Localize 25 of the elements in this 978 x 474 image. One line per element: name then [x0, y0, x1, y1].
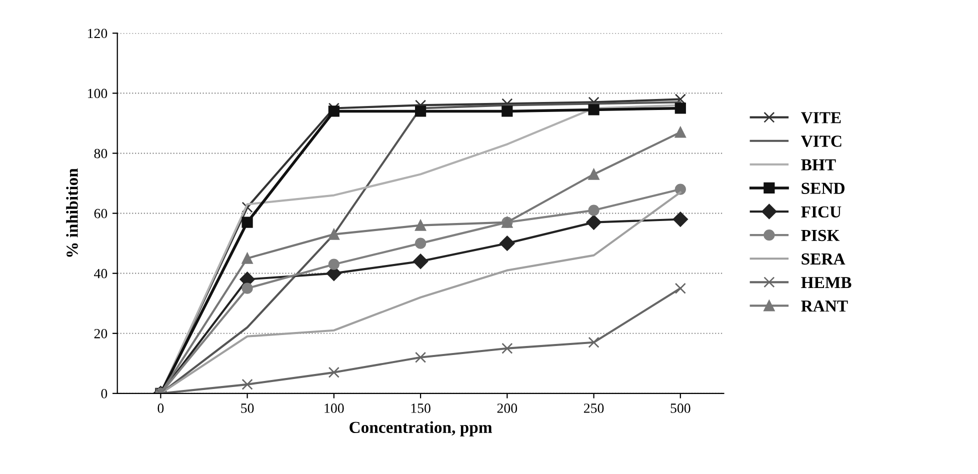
legend-label: RANT: [801, 300, 848, 312]
x-axis-title: Concentration, ppm: [350, 421, 492, 436]
x-tick-label: 500: [670, 404, 690, 413]
legend-label: FICU: [801, 206, 842, 218]
y-tick-label: 60: [94, 208, 108, 218]
y-tick-label: 120: [88, 28, 108, 38]
legend-label: VITE: [801, 112, 841, 124]
y-tick-label: 80: [94, 148, 108, 158]
legend-label: SEND: [802, 182, 844, 194]
y-axis-title: % inhibition: [66, 168, 78, 257]
legend-label: PISK: [801, 230, 840, 242]
legend-label: VITC: [801, 136, 842, 147]
x-tick-label: 200: [497, 404, 518, 413]
x-tick-label: 250: [584, 404, 604, 413]
y-tick-label: 0: [101, 389, 108, 398]
legend-label: BHT: [801, 159, 836, 170]
legend-label: HEMB: [801, 277, 852, 288]
y-tick-label: 40: [94, 268, 108, 278]
y-tick-label: 20: [94, 328, 108, 338]
x-tick-label: 50: [241, 404, 254, 413]
x-tick-label: 150: [411, 404, 430, 413]
y-tick-label: 100: [88, 88, 108, 98]
legend-label: SERA: [802, 253, 846, 265]
x-tick-label: 100: [324, 404, 344, 413]
x-tick-label: 0: [158, 404, 164, 413]
